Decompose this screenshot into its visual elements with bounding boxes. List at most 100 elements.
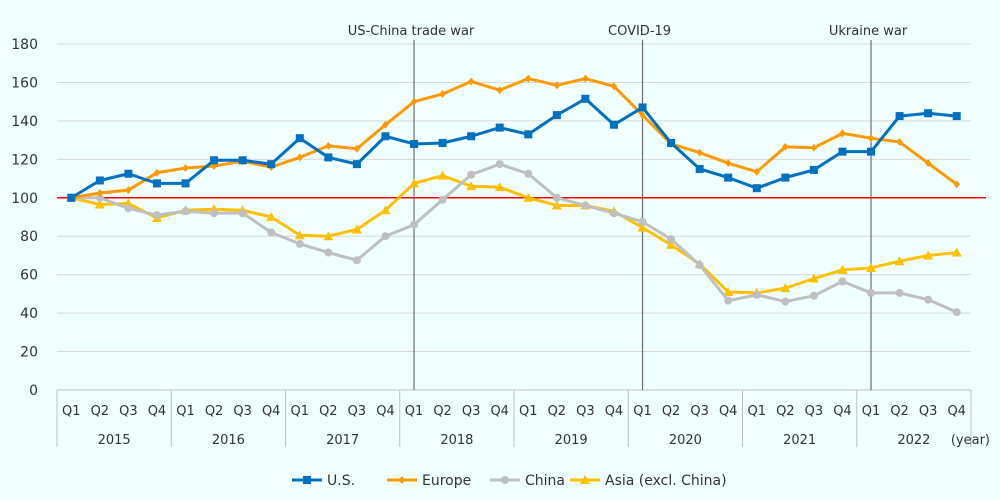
data-point [495,123,504,132]
x-tick-label: Q3 [348,404,367,419]
data-point [496,86,503,95]
data-point [552,193,561,202]
x-tick-label: Q4 [947,404,966,419]
data-point [781,173,790,182]
data-point [951,247,962,257]
data-point [524,169,533,178]
data-point [723,286,734,296]
data-point [152,179,161,188]
data-point [637,222,648,232]
data-point [609,209,618,218]
legend-label: Asia (excl. China) [605,473,727,489]
data-point [323,231,334,241]
data-point [494,182,505,192]
data-point [182,163,189,172]
data-point [124,169,133,178]
data-point [380,205,391,215]
data-point [753,167,760,176]
x-tick-label: Q3 [119,404,138,419]
x-tick-label: Q4 [376,404,395,419]
series-u-s [67,94,961,202]
data-point [266,212,277,221]
data-point [837,264,848,274]
x-tick-label: Q3 [690,404,709,419]
legend-label: Europe [422,473,471,489]
data-point [639,111,646,120]
x-tick-label: Q1 [291,404,310,419]
legend-label: U.S. [327,473,355,489]
data-point [867,147,876,156]
x-tick-label: Q4 [262,404,281,419]
data-point [210,156,219,165]
data-point [780,283,791,293]
data-point [95,193,104,202]
x-tick-label: Q1 [748,404,767,419]
year-label: 2015 [98,433,131,448]
y-tick-label: 40 [20,306,38,322]
data-point [125,186,132,195]
x-tick-label: Q2 [433,404,452,419]
x-tick-label: Q3 [919,404,938,419]
data-point [352,256,361,265]
data-point [95,176,104,185]
data-point [524,130,533,139]
series-line [70,174,957,295]
data-point [724,296,733,305]
x-tick-label: Q1 [519,404,538,419]
data-point [610,82,618,91]
data-point [437,170,448,180]
year-label: 2018 [440,433,473,448]
x-tick-label: Q3 [462,404,481,419]
x-tick-label: Q4 [719,404,738,419]
year-label: 2022 [897,433,930,448]
x-tick-label: Q2 [319,404,338,419]
data-point [210,162,218,171]
data-point [267,228,276,237]
x-tick-label: Q1 [176,404,195,419]
x-tick-label: Q3 [576,404,595,419]
series-asia-excl-china [66,170,962,297]
data-point [696,148,703,157]
data-point [523,192,534,202]
x-tick-label: Q3 [805,404,824,419]
event-label: COVID-19 [608,24,671,39]
data-point [294,230,305,240]
data-point [381,232,390,241]
data-point [467,170,476,179]
year-label: 2017 [326,433,359,448]
data-point [667,235,676,244]
data-point [752,290,761,299]
data-point [695,261,704,270]
data-point [382,120,389,129]
data-point [695,164,704,173]
data-point [724,173,733,182]
x-tick-label: Q4 [605,404,624,419]
data-point [838,277,847,286]
data-point [638,217,647,226]
y-tick-label: 160 [11,75,38,91]
data-point [752,184,761,193]
year-label: 2019 [555,433,588,448]
data-point [324,248,333,257]
x-tick-label: Q4 [833,404,852,419]
data-point [924,295,933,304]
data-point [809,165,818,174]
data-point [666,239,677,249]
data-point [582,74,589,83]
data-point [410,139,419,148]
data-point [809,291,818,300]
y-tick-label: 60 [20,268,38,284]
data-point [952,112,961,121]
series-line [71,162,958,314]
legend-item: China [490,473,565,489]
y-tick-label: 120 [11,152,38,168]
x-tick-label: Q3 [233,404,252,419]
data-point [410,220,419,229]
legend: U.S. Europe China Asia (excl. China) [292,473,727,489]
data-point [210,209,219,218]
data-point [839,129,846,138]
data-point [438,195,447,204]
year-label: 2020 [669,433,702,448]
data-point [924,109,933,118]
